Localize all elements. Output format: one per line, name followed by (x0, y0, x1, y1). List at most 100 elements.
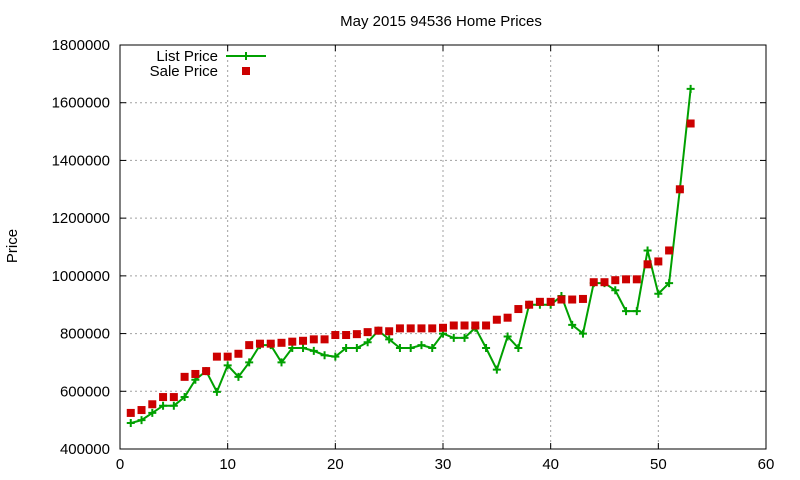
sale-price-point (417, 324, 426, 333)
sale-price-point (180, 372, 189, 381)
list-price-point (568, 320, 577, 329)
sale-price-point (557, 295, 566, 304)
x-tick-label: 20 (327, 456, 344, 473)
y-tick-label: 1800000 (52, 37, 110, 54)
sale-price-point (589, 278, 598, 287)
sale-price-point (137, 406, 146, 415)
y-axis-label: Price (4, 229, 21, 263)
sale-price-point (492, 315, 501, 324)
y-tick-label: 1400000 (52, 152, 110, 169)
x-tick-label: 40 (542, 456, 559, 473)
x-tick-label: 50 (650, 456, 667, 473)
x-tick-label: 30 (435, 456, 452, 473)
data-series (126, 84, 695, 428)
sale-price-point (363, 328, 372, 337)
list-price-point (665, 279, 674, 288)
list-price-point (352, 344, 361, 352)
list-price-point (180, 393, 189, 402)
sale-price-point (126, 408, 135, 417)
list-price-point (460, 333, 469, 342)
list-price-point (126, 419, 135, 428)
sale-price-point (643, 260, 652, 269)
sale-price-point (439, 323, 447, 332)
y-tick-labels: 400000 600000 800000 1000000 1200000 1400000 1… (52, 37, 110, 458)
legend-label-sale-price: Sale Price (150, 63, 218, 80)
list-price-point (223, 361, 232, 370)
sale-price-point (191, 369, 200, 378)
sale-price-point (342, 331, 351, 340)
sale-price-point (266, 339, 275, 348)
list-price-point (331, 352, 340, 361)
legend: List Price Sale Price (150, 48, 266, 80)
sale-price-point (546, 297, 555, 306)
sale-price-point (675, 185, 684, 194)
sale-price-point (578, 294, 587, 303)
chart-title: May 2015 94536 Home Prices (340, 13, 542, 30)
y-tick-label: 400000 (60, 441, 110, 458)
sale-price-point (406, 324, 415, 333)
x-tick-label: 60 (758, 456, 775, 473)
x-tick-label: 10 (219, 456, 236, 473)
y-tick-label: 800000 (60, 326, 110, 343)
sale-price-point (288, 337, 297, 346)
list-price-point (492, 365, 501, 374)
sale-price-point (428, 324, 437, 333)
sale-price-point (622, 275, 631, 284)
grid-lines (120, 45, 766, 449)
sale-price-point (202, 367, 211, 376)
list-price-point (643, 246, 652, 255)
y-tick-label: 1200000 (52, 210, 110, 227)
sale-price-point (665, 246, 674, 255)
legend-swatch-marker (242, 52, 250, 60)
x-tick-labels: 0 10 20 30 40 50 60 (116, 456, 775, 473)
sale-price-point (148, 400, 157, 409)
y-tick-label: 1000000 (52, 268, 110, 285)
sale-price-point (212, 352, 221, 361)
list-price-point (406, 344, 415, 352)
series-1 (126, 119, 695, 417)
list-price-point (137, 416, 146, 425)
sale-price-point (449, 321, 458, 330)
sale-price-point (482, 321, 491, 330)
y-tick-label: 600000 (60, 383, 110, 400)
sale-price-point (471, 321, 480, 330)
sale-price-point (611, 276, 620, 285)
list-price-point (611, 286, 620, 295)
list-price-point (159, 401, 168, 410)
list-price-point (309, 346, 318, 355)
list-price-point (514, 344, 523, 352)
sale-price-point (374, 326, 383, 335)
list-price-point (417, 341, 426, 350)
list-price-point (395, 344, 404, 352)
list-price-point (363, 338, 372, 347)
sale-price-point (460, 321, 469, 330)
sale-price-point (525, 300, 534, 309)
sale-price-point (514, 305, 523, 314)
list-price-point (299, 344, 308, 352)
list-price-point (342, 344, 351, 352)
legend-swatch-sale-price (242, 67, 250, 75)
sale-price-point (320, 335, 329, 344)
list-price-point (578, 329, 587, 338)
sale-price-point (299, 336, 308, 345)
sale-price-point (568, 295, 577, 304)
sale-price-point (169, 393, 178, 402)
y-tick-label: 1600000 (52, 95, 110, 112)
sale-price-point (159, 393, 168, 402)
legend-label-list-price: List Price (156, 48, 218, 65)
sale-price-point (654, 257, 663, 266)
sale-price-point (245, 341, 254, 350)
list-price-point (654, 289, 663, 298)
list-price-point (148, 408, 157, 417)
sale-price-point (309, 335, 318, 344)
list-price-point (622, 307, 631, 316)
sale-price-point (277, 338, 286, 347)
list-price-point (234, 372, 243, 381)
sale-price-point (352, 330, 361, 339)
sale-price-point (535, 297, 544, 306)
sale-price-point (223, 352, 232, 361)
sale-price-point (385, 327, 394, 336)
sale-price-point (600, 278, 609, 287)
